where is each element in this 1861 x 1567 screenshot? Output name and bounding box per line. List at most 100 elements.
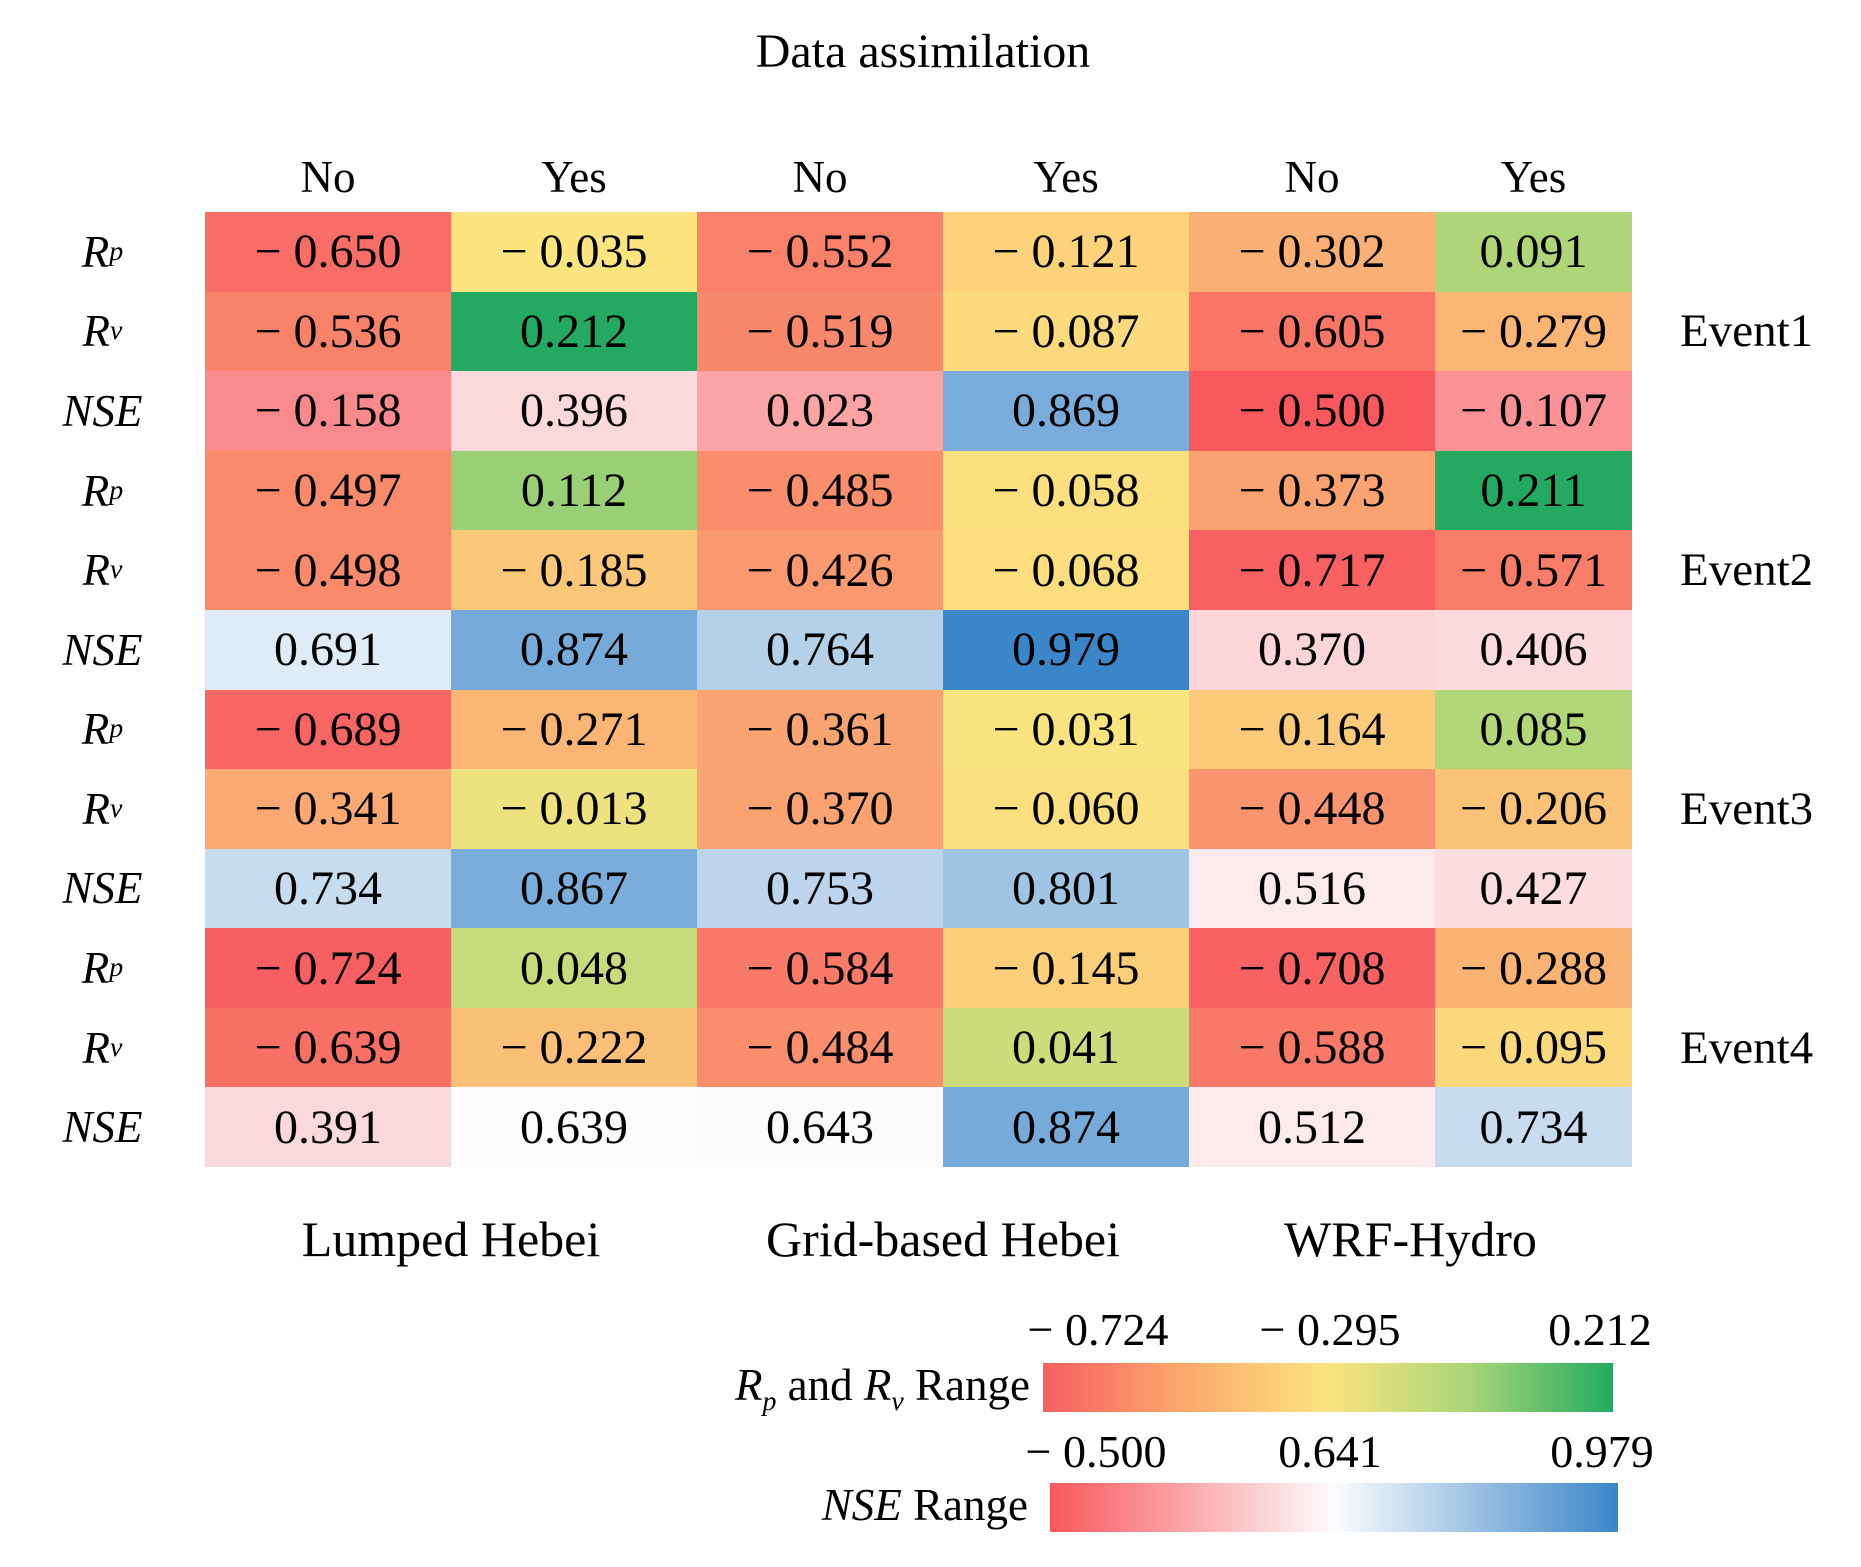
heatmap-cell: − 0.361 bbox=[697, 689, 943, 770]
da-column-header: Yes bbox=[541, 152, 607, 202]
heatmap-cell: 0.734 bbox=[1435, 1087, 1632, 1167]
chart-title: Data assimilation bbox=[755, 25, 1091, 78]
legend-rp-rv-colorbar bbox=[1043, 1363, 1613, 1412]
heatmap-cell: 0.753 bbox=[697, 848, 943, 929]
metric-row-label: NSE bbox=[62, 624, 143, 675]
heatmap-cell: − 0.035 bbox=[451, 212, 697, 292]
heatmap-cell: − 0.107 bbox=[1435, 371, 1632, 451]
event-group-label: Event3 bbox=[1680, 782, 1814, 835]
heatmap-cell: 0.085 bbox=[1435, 689, 1632, 770]
legend-nse-range-label: NSE Range bbox=[821, 1480, 1028, 1530]
da-column-header: No bbox=[1284, 152, 1340, 202]
heatmap-cell: − 0.095 bbox=[1435, 1007, 1632, 1088]
r-symbol: R bbox=[863, 1360, 892, 1410]
legend-tick-label: − 0.295 bbox=[1259, 1304, 1401, 1355]
heatmap-cell: − 0.341 bbox=[205, 769, 451, 849]
da-column-header: Yes bbox=[1500, 152, 1567, 202]
heatmap-cell: − 0.536 bbox=[205, 291, 451, 372]
legend-nse-colorbar bbox=[1050, 1483, 1618, 1532]
heatmap-cell: − 0.519 bbox=[697, 291, 943, 372]
heatmap-cell: 0.091 bbox=[1435, 212, 1632, 292]
heatmap-cell: 0.639 bbox=[451, 1087, 697, 1167]
heatmap-cell: 0.643 bbox=[697, 1087, 943, 1167]
legend-rp-rv-range-label: Rp and Rv Range bbox=[734, 1360, 1030, 1417]
heatmap-cell: − 0.288 bbox=[1435, 928, 1632, 1008]
heatmap-cell: − 0.588 bbox=[1189, 1007, 1435, 1088]
heatmap-cell: 0.396 bbox=[451, 371, 697, 451]
heatmap-cell: 0.512 bbox=[1189, 1087, 1435, 1167]
heatmap-cell: − 0.031 bbox=[943, 689, 1189, 770]
heatmap-cell: − 0.552 bbox=[697, 212, 943, 292]
heatmap-cell: 0.734 bbox=[205, 848, 451, 929]
legend-tick-label: − 0.500 bbox=[1025, 1426, 1167, 1477]
heatmap-cell: 0.041 bbox=[943, 1007, 1189, 1088]
heatmap-cell: − 0.500 bbox=[1189, 371, 1435, 451]
heatmap-cell: − 0.185 bbox=[451, 530, 697, 610]
heatmap-cell: − 0.164 bbox=[1189, 689, 1435, 770]
heatmap-cell: − 0.302 bbox=[1189, 212, 1435, 292]
metric-row-label: NSE bbox=[62, 1102, 143, 1153]
heatmap-cell: 0.764 bbox=[697, 609, 943, 690]
heatmap-cell: 0.112 bbox=[451, 450, 697, 531]
legend-tick-label: 0.212 bbox=[1548, 1304, 1652, 1355]
heatmap-cell: − 0.013 bbox=[451, 769, 697, 849]
legend-tick-label: 0.979 bbox=[1550, 1426, 1654, 1477]
heatmap-cell: − 0.605 bbox=[1189, 291, 1435, 372]
event-group-label: Event1 bbox=[1680, 305, 1814, 358]
heatmap-cell: − 0.724 bbox=[205, 928, 451, 1008]
heatmap-cell: 0.691 bbox=[205, 609, 451, 690]
legend-tick-label: 0.641 bbox=[1278, 1426, 1382, 1477]
heatmap-cell: − 0.145 bbox=[943, 928, 1189, 1008]
heatmap-cell: − 0.448 bbox=[1189, 769, 1435, 849]
heatmap-cell: − 0.708 bbox=[1189, 928, 1435, 1008]
heatmap-cell: 0.874 bbox=[451, 609, 697, 690]
heatmap-cell: 0.516 bbox=[1189, 848, 1435, 929]
da-column-header: No bbox=[300, 152, 356, 202]
heatmap-cell: 0.406 bbox=[1435, 609, 1632, 690]
heatmap-cell: − 0.279 bbox=[1435, 291, 1632, 372]
heatmap-cell: − 0.497 bbox=[205, 450, 451, 531]
heatmap-cell: 0.211 bbox=[1435, 450, 1632, 531]
nse-symbol: NSE bbox=[821, 1480, 902, 1530]
model-group-label: Lumped Hebei bbox=[301, 1211, 601, 1267]
heatmap-cell: − 0.370 bbox=[697, 769, 943, 849]
heatmap-cell: − 0.271 bbox=[451, 689, 697, 770]
heatmap-cell: 0.391 bbox=[205, 1087, 451, 1167]
heatmap: − 0.650− 0.035− 0.552− 0.121− 0.302 0.091… bbox=[205, 212, 1632, 1167]
heatmap-cell: − 0.571 bbox=[1435, 530, 1632, 610]
heatmap-cell: 0.867 bbox=[451, 848, 697, 929]
heatmap-cell: 0.979 bbox=[943, 609, 1189, 690]
heatmap-cell: − 0.717 bbox=[1189, 530, 1435, 610]
r-symbol: R bbox=[734, 1360, 763, 1410]
heatmap-cell: − 0.087 bbox=[943, 291, 1189, 372]
heatmap-cell: 0.801 bbox=[943, 848, 1189, 929]
da-column-header: No bbox=[792, 152, 848, 202]
heatmap-cell: − 0.650 bbox=[205, 212, 451, 292]
heatmap-cell: − 0.689 bbox=[205, 689, 451, 770]
model-group-label: Grid-based Hebei bbox=[765, 1211, 1121, 1267]
heatmap-cell: − 0.484 bbox=[697, 1007, 943, 1088]
legend-tick-label: − 0.724 bbox=[1027, 1304, 1169, 1355]
heatmap-cell: 0.874 bbox=[943, 1087, 1189, 1167]
heatmap-cell: − 0.485 bbox=[697, 450, 943, 531]
event-group-label: Event2 bbox=[1680, 544, 1814, 597]
heatmap-cell: − 0.158 bbox=[205, 371, 451, 451]
heatmap-cell: − 0.222 bbox=[451, 1007, 697, 1088]
heatmap-cell: 0.212 bbox=[451, 291, 697, 372]
da-column-header: Yes bbox=[1033, 152, 1099, 202]
heatmap-cell: − 0.426 bbox=[697, 530, 943, 610]
heatmap-cell: − 0.121 bbox=[943, 212, 1189, 292]
heatmap-cell: − 0.498 bbox=[205, 530, 451, 610]
heatmap-cell: 0.023 bbox=[697, 371, 943, 451]
heatmap-cell: − 0.373 bbox=[1189, 450, 1435, 531]
heatmap-cell: − 0.584 bbox=[697, 928, 943, 1008]
